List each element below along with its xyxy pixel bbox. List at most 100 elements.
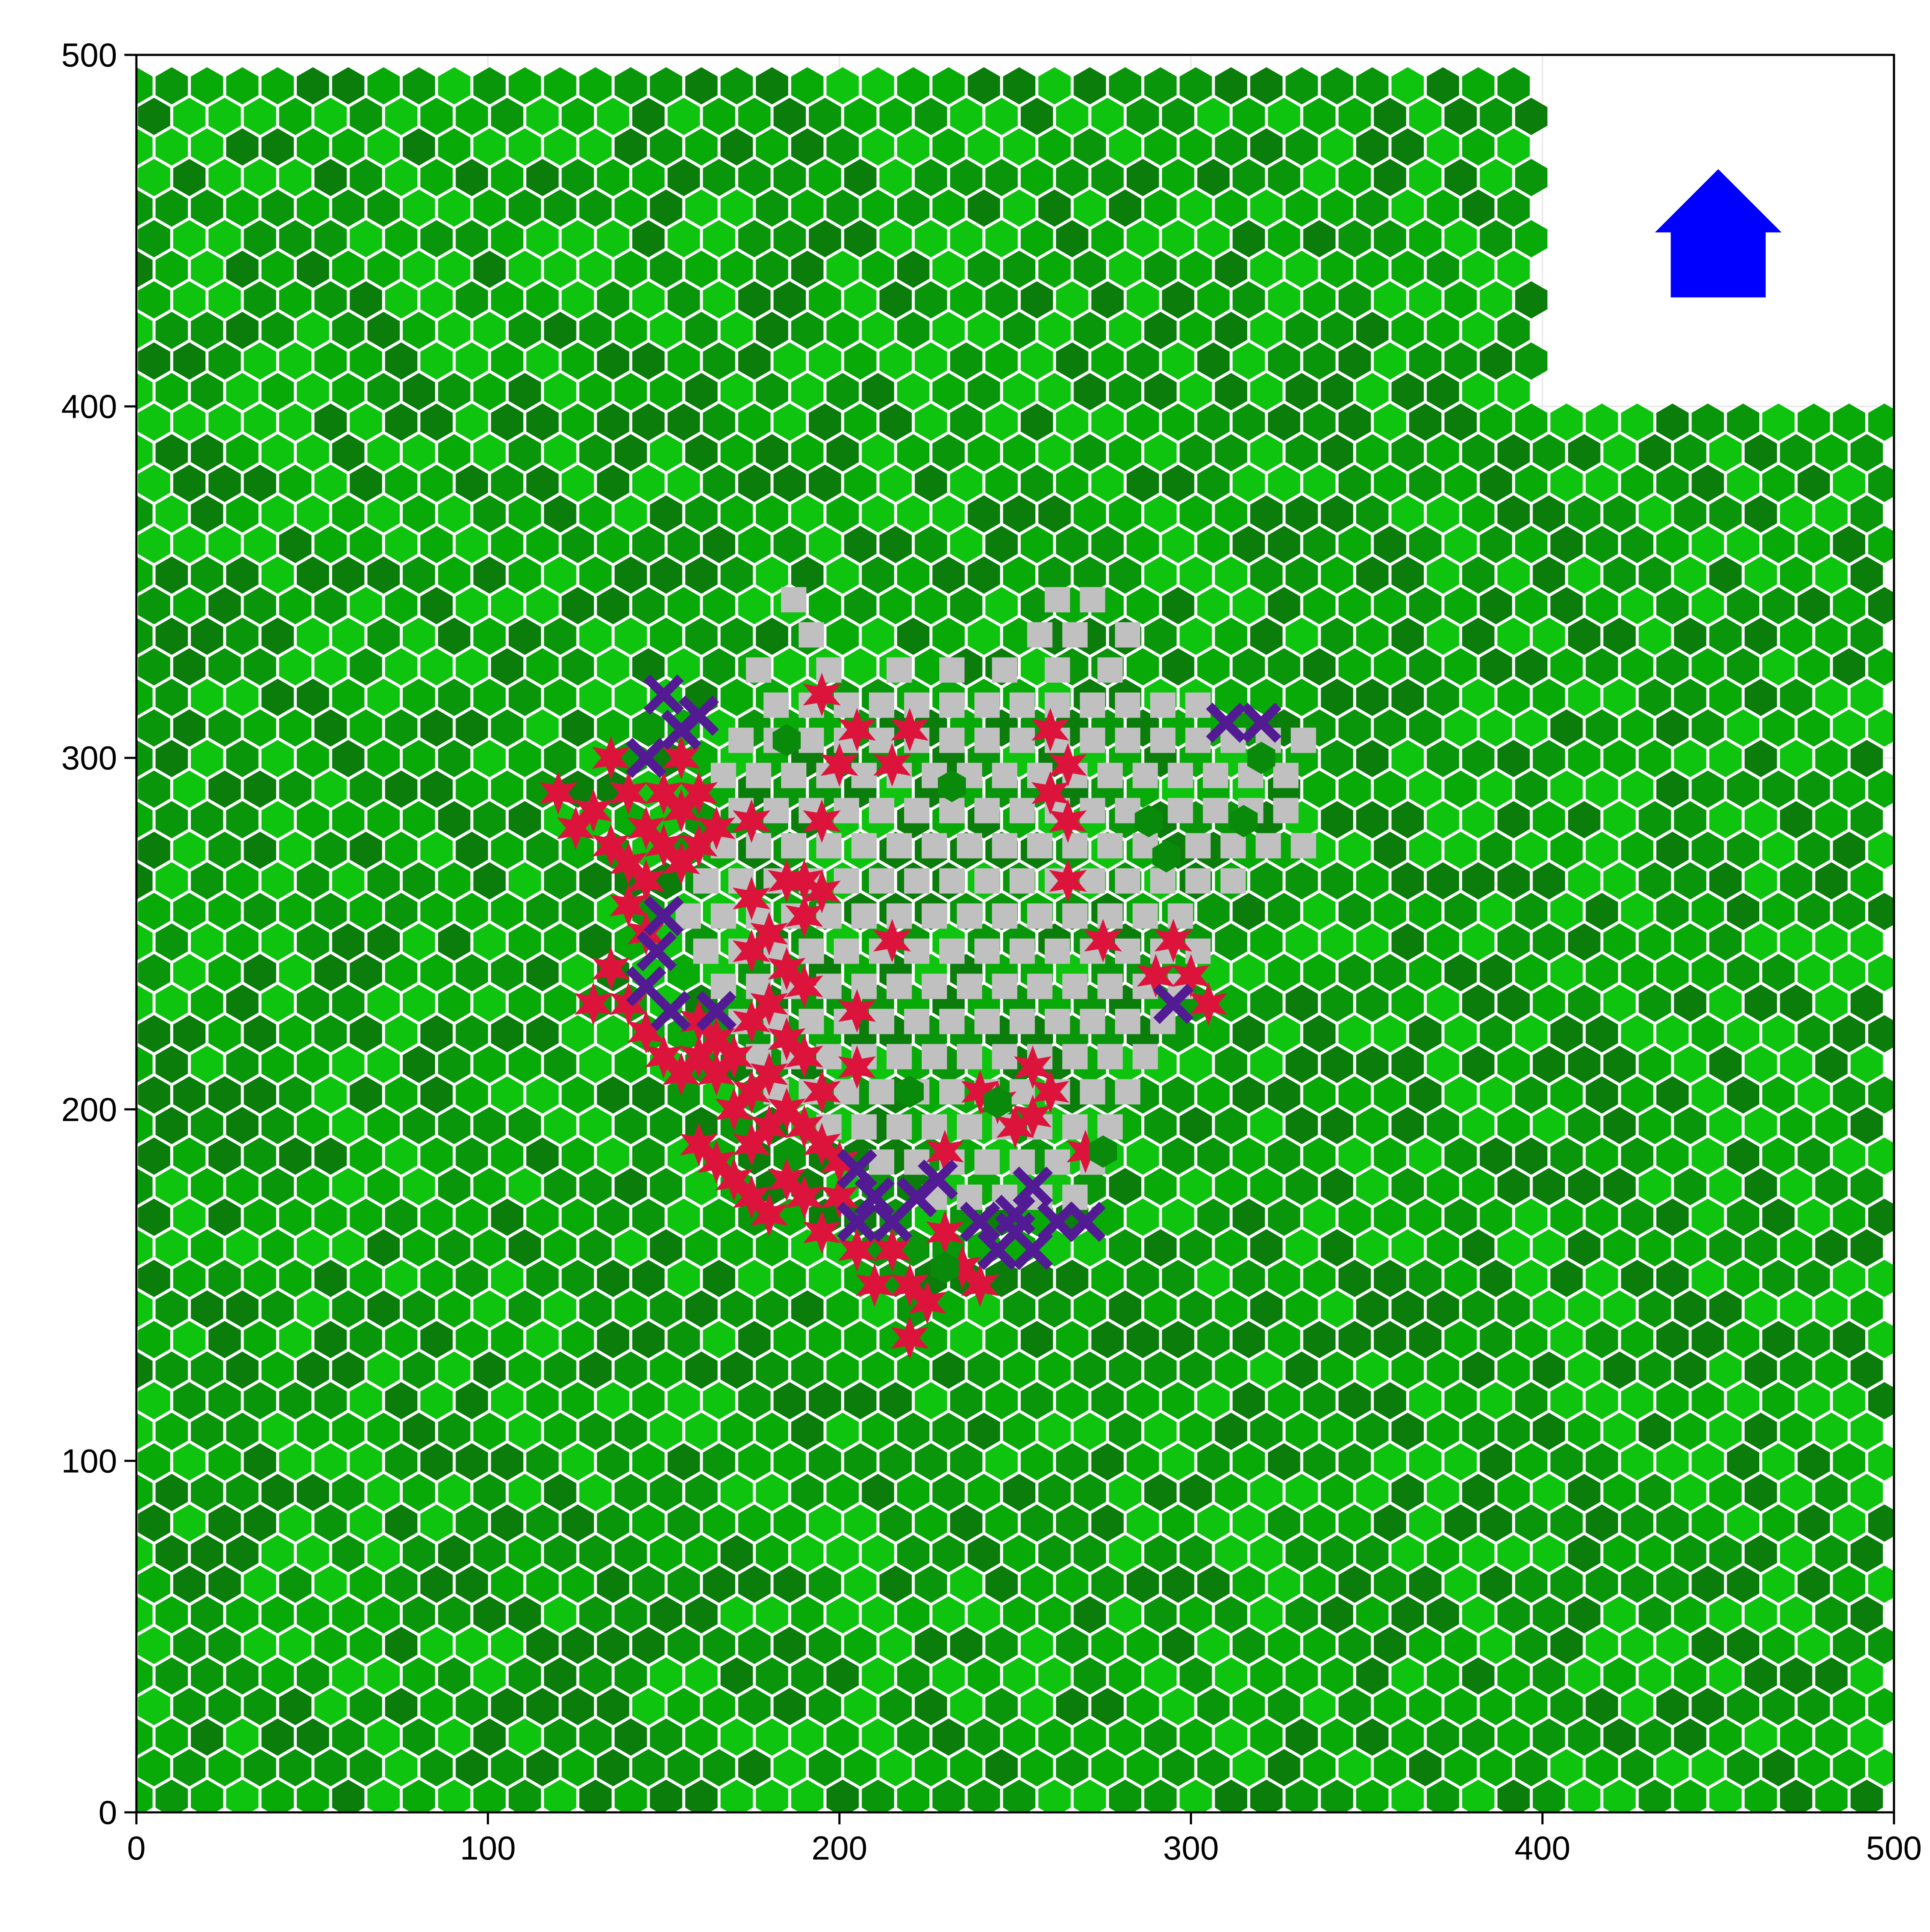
grass-cell [1708,1778,1743,1812]
grass-cell [366,616,401,656]
grass-cell [1797,1687,1831,1727]
grass-cell [984,341,1019,381]
grass-cell [225,678,259,717]
empty-patch-marker [939,1079,965,1105]
grass-cell [826,1411,860,1451]
grass-cell [666,1564,701,1604]
grass-cell [1390,1167,1425,1206]
grass-cell [1532,1473,1566,1512]
grass-cell [455,1197,489,1237]
grass-cell [1285,1167,1319,1206]
sheep-star-marker [645,771,683,815]
sheep-star-marker [574,982,612,1026]
grass-cell [720,127,754,167]
grass-cell [1179,1656,1213,1696]
grass-cell [1620,402,1654,442]
grass-cell [631,464,666,503]
grass-cell [1708,861,1743,901]
grass-cell [1567,494,1601,534]
grass-cell [349,1381,383,1421]
grass-cell [967,66,1001,105]
grass-cell [225,555,259,595]
grass-cell [843,219,878,259]
grass-cell [1832,464,1866,503]
grass-cell [1849,1656,1884,1696]
empty-patch-marker [746,657,772,683]
grass-cell [278,524,313,564]
grass-cell [1355,310,1390,350]
grass-cell [1214,494,1248,534]
grass-cell [1708,1473,1743,1512]
grass-cell [1302,1320,1336,1359]
grass-cell [1196,892,1230,931]
grass-cell [1443,464,1478,503]
grass-cell [1337,524,1372,564]
grass-cell [1231,464,1266,503]
grass-cell [1390,1411,1425,1451]
grass-cell [349,647,383,687]
grass-cell [402,555,436,595]
y-tick-label: 200 [61,1091,117,1128]
grass-cell [1390,1595,1425,1635]
grass-cell [1496,188,1531,228]
sheep-star-marker [733,799,771,843]
grass-cell [1779,616,1813,656]
sheep-star-marker [680,1122,718,1166]
empty-patch-marker [904,938,930,964]
empty-patch-marker [1115,727,1140,753]
grass-cell [1390,1778,1425,1812]
grass-cell [1691,1503,1725,1543]
grass-cell [525,280,560,320]
grass-cell [1549,1075,1584,1115]
grass-cell [1373,892,1407,931]
grass-cell [1249,1656,1284,1696]
grass-cell [1602,1473,1637,1512]
grass-cell [1655,1442,1690,1482]
grass-cell [384,708,419,748]
grass-cell [1125,1625,1160,1665]
grass-cell [1849,616,1884,656]
wolf-cross-marker [995,1212,1035,1253]
grass-cell [243,953,277,992]
grass-cell [1532,800,1566,840]
grass-cell [967,372,1001,411]
grass-cell [419,219,454,259]
grass-cell [1637,678,1672,717]
grass-cell [349,1503,383,1543]
grass-cell [1161,1136,1195,1176]
grass-cell [402,494,436,534]
grass-cell [1726,1320,1760,1359]
grass-cell [508,800,542,840]
grass-cell [1867,1014,1894,1054]
grass-cell [1090,1320,1125,1359]
grass-cell [1267,1442,1301,1482]
grass-cell [1797,1259,1831,1298]
grass-cell [1355,1106,1390,1145]
grass-cell [896,127,931,167]
grass-cell [1196,341,1230,381]
grass-cell [208,341,242,381]
grass-cell [154,188,189,228]
grass-cell [702,1259,736,1298]
grass-cell [260,1411,295,1451]
grass-cell [1514,1075,1548,1115]
grass-cell [190,922,224,962]
grass-cell [1637,739,1672,778]
grass-cell [614,433,648,473]
grass-cell [1708,616,1743,656]
grass-cell [172,586,207,626]
grass-cell [1320,861,1354,901]
grass-cell [172,464,207,503]
grass-cell [1867,1197,1894,1237]
empty-patch-marker [693,938,719,964]
sheep-star-marker [838,989,876,1033]
grass-cell [1532,1350,1566,1390]
sheep-star-marker [1189,982,1227,1026]
grass-cell [154,1534,189,1573]
grass-cell [1267,158,1301,197]
grass-cell [914,280,948,320]
grass-cell [1637,1167,1672,1206]
grass-cell [596,1075,630,1115]
grass-cell [543,1595,577,1635]
grass-cell [1673,861,1707,901]
